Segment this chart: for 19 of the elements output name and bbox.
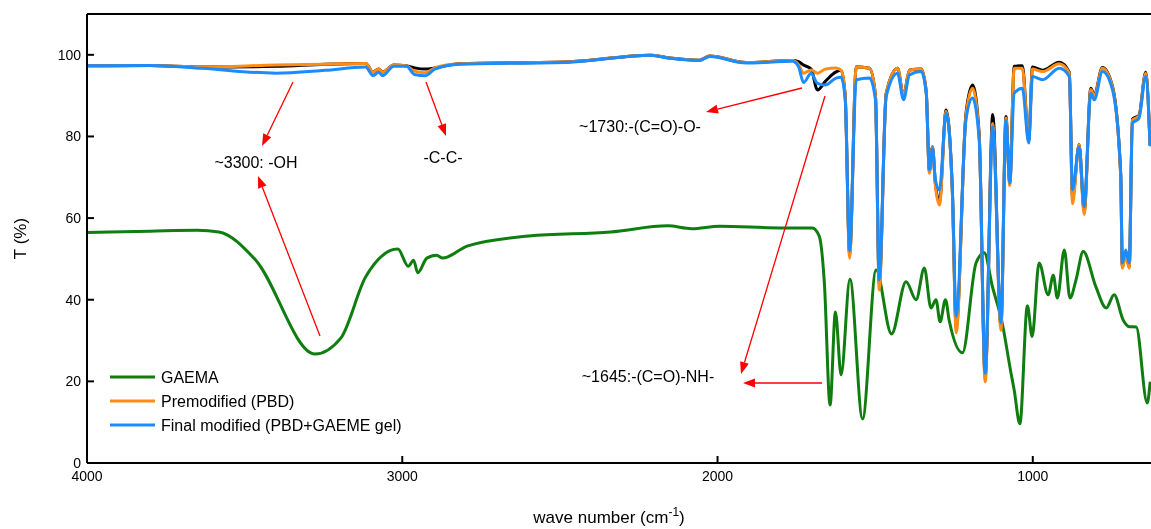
legend-label: Final modified (PBD+GAEME gel) [161, 417, 402, 434]
annotation: ~1730:-(C=O)-O- [579, 118, 701, 135]
y-tick-label: 40 [65, 291, 82, 308]
y-tick-label: 80 [65, 128, 82, 145]
y-tick-label: 100 [57, 46, 82, 63]
annotation: ~1645:-(C=O)-NH- [581, 368, 715, 385]
y-tick-label: 60 [65, 210, 82, 227]
x-tick-label: 1000 [1017, 468, 1049, 484]
y-axis-title: T (%) [11, 217, 30, 260]
legend-label: GAEMA [161, 369, 220, 386]
y-tick-label: 0 [73, 455, 82, 471]
x-tick-label: 2000 [701, 468, 734, 484]
annotation: -C-C- [423, 149, 463, 166]
annotation: ~3300: -OH [214, 154, 298, 171]
x-tick-label: 4000 [71, 468, 103, 484]
y-tick-label: 20 [65, 373, 82, 390]
x-axis-title: wave number (cm$^{-1}$) [532, 505, 685, 527]
legend-label: Premodified (PBD) [161, 393, 295, 410]
x-tick-label: 3000 [386, 468, 419, 484]
